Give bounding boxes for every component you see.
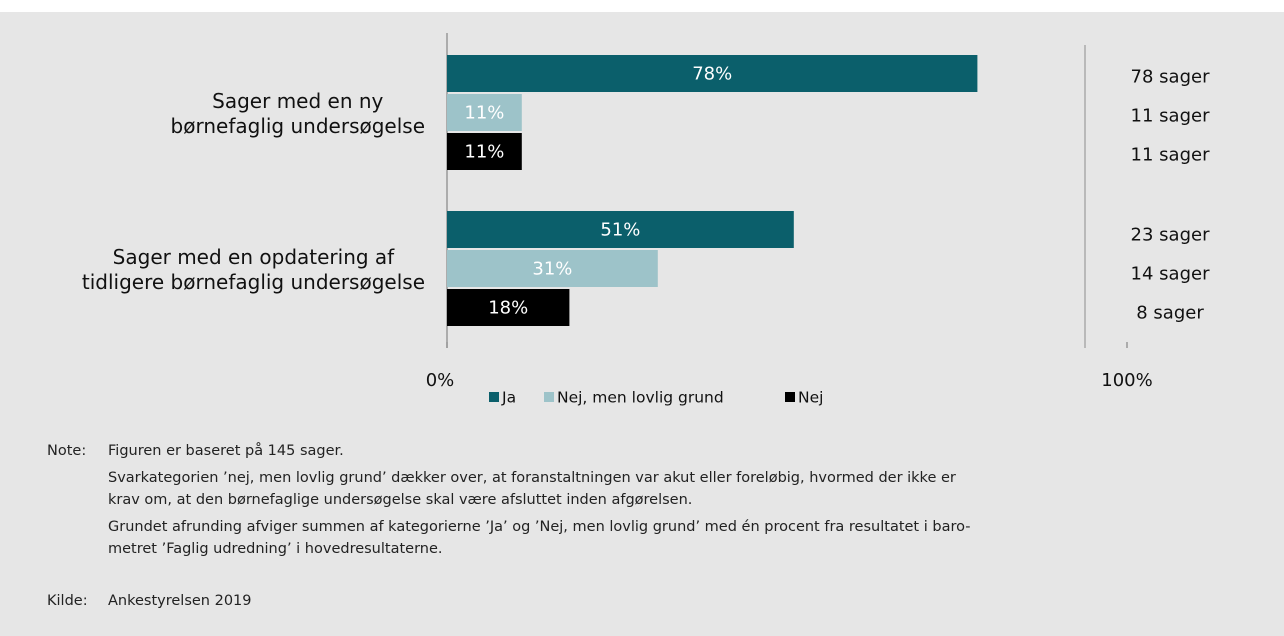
count-label: 23 sager [1131,225,1211,246]
note-line: Svarkategorien ’nej, men lovlig grund’ d… [108,470,956,508]
category-label: Sager med en opdatering af tidligere bør… [81,244,425,294]
legend-swatch [544,392,554,402]
bar [447,94,522,131]
value-label: 11% [464,142,504,163]
legend-label: Ja [501,389,516,407]
x-tick-label: 100% [1101,370,1152,391]
count-label: 11 sager [1131,145,1211,166]
count-label: 78 sager [1131,67,1211,88]
count-label: 11 sager [1131,106,1211,127]
source-label: Kilde: [47,593,88,609]
note-label: Note: [47,443,87,459]
panel [0,12,1284,636]
value-label: 11% [464,103,504,124]
value-label: 18% [488,298,528,319]
bar [447,211,794,248]
legend-swatch [489,392,499,402]
bar [447,289,570,326]
note-line: Grundet afrunding afviger summen af kate… [108,519,971,557]
category-label: Sager med en ny børnefaglig undersøgelse [170,88,425,138]
legend-label: Nej [798,389,823,407]
source: Ankestyrelsen 2019 [108,593,252,609]
bar [447,55,978,92]
count-label: 14 sager [1131,264,1211,285]
bar [447,250,658,287]
bar [447,133,522,170]
value-label: 31% [532,259,572,280]
value-label: 51% [600,220,640,241]
legend-swatch [785,392,795,402]
note-line: Figuren er baseret på 145 sager. [108,443,344,459]
count-label: 8 sager [1136,303,1204,324]
value-label: 78% [692,64,732,85]
legend-label: Nej, men lovlig grund [557,389,724,407]
x-tick-label: 0% [426,370,455,391]
